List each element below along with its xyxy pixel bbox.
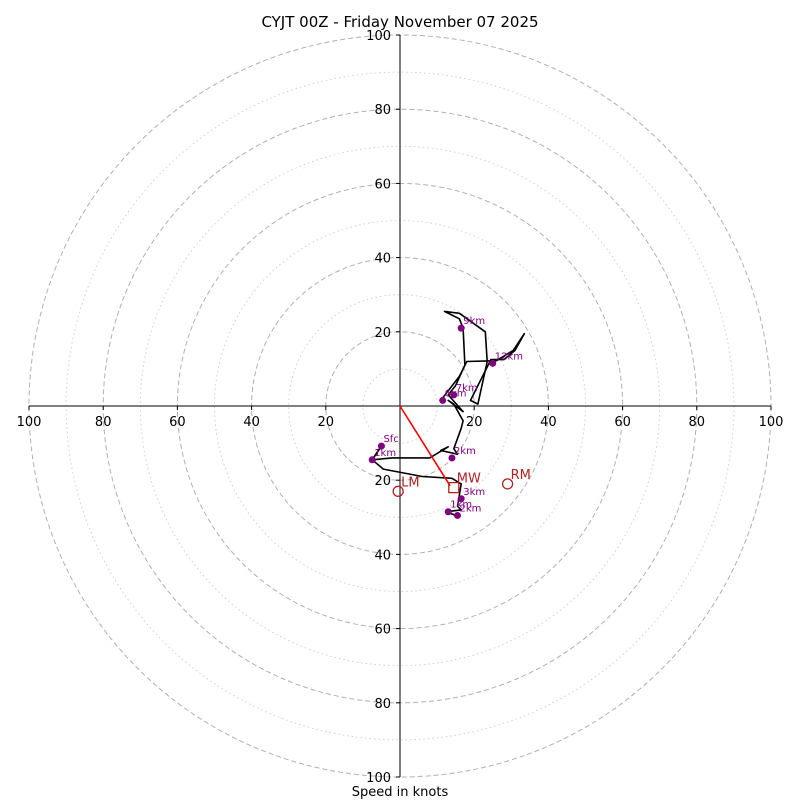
mean-wind-marker bbox=[448, 481, 460, 494]
height-marker-dot bbox=[368, 456, 376, 464]
y-tick-labels: 100 80 60 40 20 20 40 60 80 100 bbox=[366, 29, 400, 786]
height-marker-dot bbox=[454, 511, 462, 519]
height-marker-label: 3km bbox=[463, 487, 485, 498]
y-tick-label: 100 bbox=[366, 771, 391, 786]
shear-vector bbox=[399, 405, 451, 487]
height-marker-dot bbox=[448, 454, 456, 462]
y-tick-label: 20 bbox=[374, 326, 391, 341]
storm-motion-label: RM bbox=[511, 468, 531, 483]
x-tick-label: 60 bbox=[614, 415, 631, 430]
chart-title: CYJT 00Z - Friday November 07 2025 bbox=[261, 13, 538, 31]
height-marker-label: 1km bbox=[450, 500, 472, 511]
height-marker-dot bbox=[457, 495, 465, 503]
storm-motion-label: MW bbox=[457, 472, 481, 487]
shear-vector-group bbox=[399, 405, 451, 487]
x-axis-label: Speed in knots bbox=[352, 785, 449, 800]
storm-motion-markers: RM LM MW bbox=[392, 468, 531, 497]
hodograph-trace-upper bbox=[371, 310, 526, 461]
x-tick-label: 40 bbox=[540, 415, 557, 430]
height-marker-dot bbox=[450, 391, 458, 399]
x-tick-label: 80 bbox=[95, 415, 112, 430]
x-tick-label: 100 bbox=[17, 415, 42, 430]
height-marker-label: 2km bbox=[460, 503, 482, 514]
hodograph-traces bbox=[371, 310, 526, 517]
y-tick-label: 60 bbox=[374, 623, 391, 638]
y-tick-label: 60 bbox=[374, 177, 391, 192]
x-tick-label: 80 bbox=[689, 415, 706, 430]
x-tick-label: 20 bbox=[318, 415, 335, 430]
y-tick-label: 80 bbox=[374, 697, 391, 712]
storm-motion-marker bbox=[392, 485, 404, 497]
height-marker-label: 1km bbox=[374, 448, 396, 459]
height-marker-label: 7km bbox=[456, 383, 478, 394]
y-tick-label: 40 bbox=[374, 548, 391, 563]
y-tick-label: 100 bbox=[366, 29, 391, 44]
height-marker-label: 9km bbox=[463, 316, 485, 327]
height-marker-label: 2km bbox=[454, 446, 476, 457]
x-tick-label: 60 bbox=[169, 415, 186, 430]
storm-motion-label: LM bbox=[401, 475, 419, 490]
height-marker-label: 12km bbox=[495, 351, 523, 362]
x-tick-label: 40 bbox=[243, 415, 260, 430]
x-tick-label: 20 bbox=[466, 415, 483, 430]
height-marker-dot bbox=[444, 508, 452, 516]
height-marker-dot bbox=[489, 359, 497, 367]
x-tick-label: 100 bbox=[759, 415, 784, 430]
y-tick-label: 40 bbox=[374, 252, 391, 267]
y-tick-label: 20 bbox=[374, 474, 391, 489]
height-marker-label: Sfc bbox=[383, 434, 398, 445]
hodograph-trace-lower bbox=[371, 445, 463, 517]
height-markers: Sfc1km2km3km1km2km6km7km9km12km bbox=[368, 316, 523, 519]
y-tick-label: 80 bbox=[374, 103, 391, 118]
height-marker-dot bbox=[439, 396, 447, 404]
x-tick-labels: 100 80 60 40 20 20 40 60 80 100 bbox=[17, 406, 784, 430]
storm-motion-marker bbox=[501, 478, 514, 490]
height-marker-dot bbox=[377, 442, 385, 450]
height-marker-dot bbox=[457, 324, 465, 332]
